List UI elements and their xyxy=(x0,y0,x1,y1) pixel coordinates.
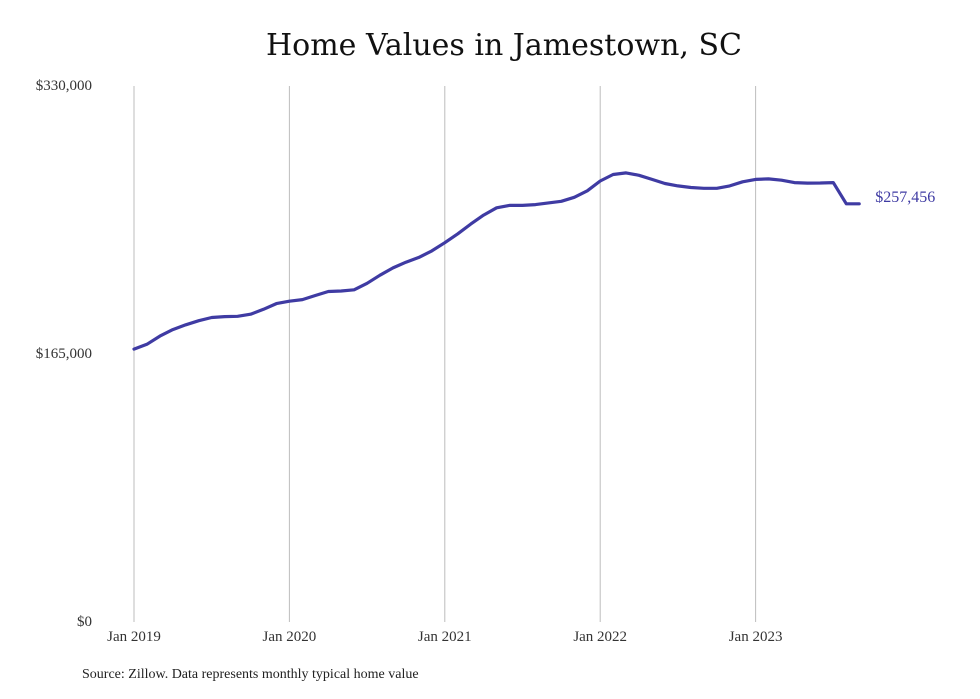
grid-lines xyxy=(133,86,757,622)
chart-title: Home Values in Jamestown, SC xyxy=(265,28,742,63)
end-value-label: $257,456 xyxy=(875,189,935,206)
y-tick-label: $330,000 xyxy=(36,78,92,94)
x-tick-label: Jan 2023 xyxy=(729,629,783,645)
y-axis-ticks: $330,000 $165,000 $0 xyxy=(36,78,92,630)
y-tick-label: $165,000 xyxy=(36,346,92,362)
y-tick-label: $0 xyxy=(77,614,92,630)
x-tick-label: Jan 2021 xyxy=(418,629,472,645)
x-tick-label: Jan 2019 xyxy=(107,629,161,645)
x-axis-ticks: Jan 2019 Jan 2020 Jan 2021 Jan 2022 Jan 2023 xyxy=(107,629,782,645)
x-tick-label: Jan 2020 xyxy=(263,629,317,645)
series-line-home-value xyxy=(132,171,861,351)
x-tick-label: Jan 2022 xyxy=(573,629,627,645)
source-note: Source: Zillow. Data represents monthly … xyxy=(82,667,419,682)
